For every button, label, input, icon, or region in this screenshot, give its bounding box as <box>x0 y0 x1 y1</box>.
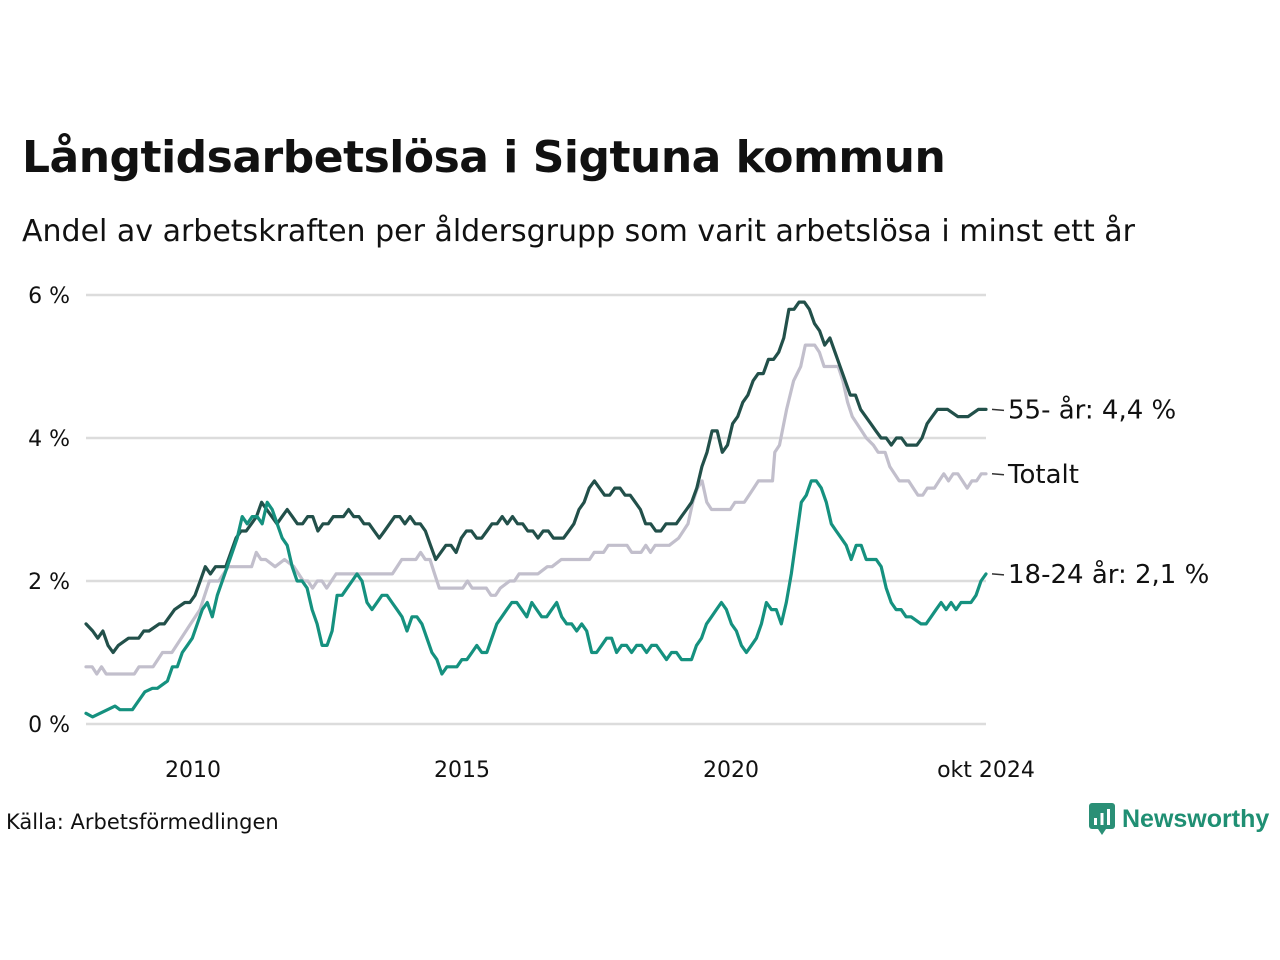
newsworthy-icon <box>1089 803 1115 835</box>
y-tick-label: 2 % <box>28 570 70 595</box>
label-leader <box>991 573 1005 576</box>
source-note: Källa: Arbetsförmedlingen <box>6 810 279 834</box>
series-line-s55 <box>84 300 988 655</box>
y-tick-label: 0 % <box>28 713 70 738</box>
x-tick-label: 2020 <box>703 758 759 783</box>
y-axis-ticks: 0 % 2 % 4 % 6 % <box>28 284 70 738</box>
x-tick-label: okt 2024 <box>937 758 1035 783</box>
series-line-total <box>84 343 988 676</box>
x-axis-ticks: 2010 2015 2020 okt 2024 <box>165 758 1035 783</box>
brand-name: Newsworthy <box>1122 804 1270 833</box>
chart-subtitle: Andel av arbetskraften per åldersgrupp s… <box>22 214 1135 249</box>
series-line-s18 <box>84 479 988 719</box>
x-tick-label: 2015 <box>434 758 490 783</box>
label-leader <box>991 408 1005 412</box>
brand-logo[interactable]: Newsworthy <box>1088 802 1269 836</box>
series-label-total: Totalt <box>1007 460 1079 490</box>
series-labels: Totalt 55- år: 4,4 % 18-24 år: 2,1 % <box>991 394 1209 590</box>
grid-lines <box>86 293 986 726</box>
y-tick-label: 4 % <box>28 427 70 452</box>
series-label-s18: 18-24 år: 2,1 % <box>1008 559 1209 590</box>
chart-title: Långtidsarbetslösa i Sigtuna kommun <box>22 132 946 183</box>
label-leader <box>991 473 1005 476</box>
series-lines <box>84 300 988 719</box>
series-label-s55: 55- år: 4,4 % <box>1008 394 1176 425</box>
y-tick-label: 6 % <box>28 284 70 309</box>
x-tick-label: 2010 <box>165 758 221 783</box>
